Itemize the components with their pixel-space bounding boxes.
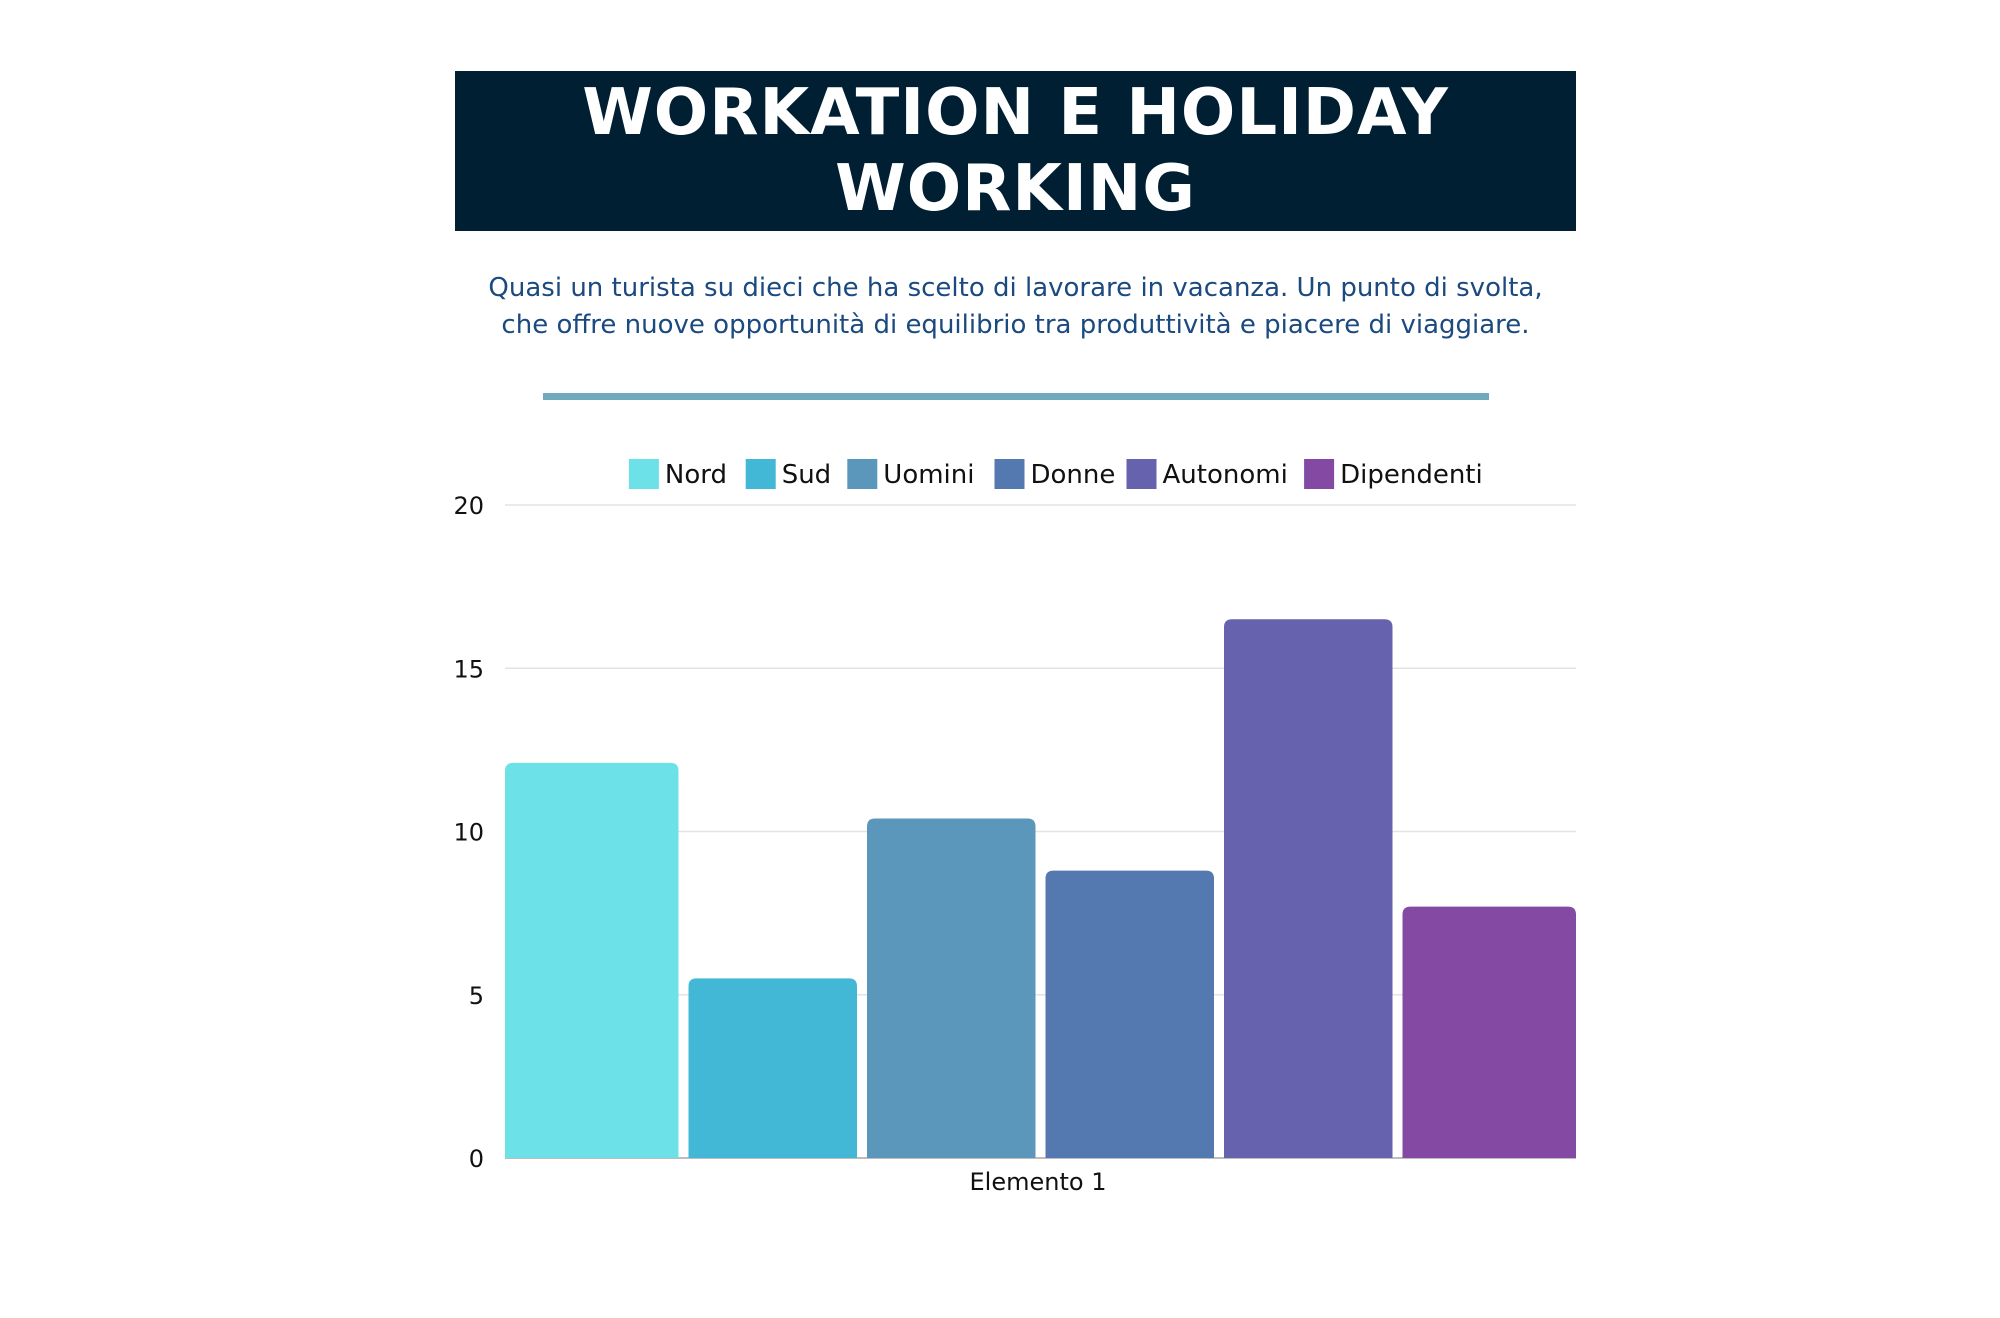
title-line-2: WORKING <box>835 152 1196 226</box>
legend-label-autonomi: Autonomi <box>1163 460 1288 490</box>
legend-label-dipendenti: Dipendenti <box>1340 460 1483 490</box>
legend-label-sud: Sud <box>782 460 832 490</box>
page-subtitle: Quasi un turista su dieci che ha scelto … <box>455 270 1576 344</box>
bar-autonomi <box>1224 619 1393 1158</box>
legend-label-donne: Donne <box>1031 460 1116 490</box>
bar-uomini <box>867 818 1036 1158</box>
title-line-1: WORKATION E HOLIDAY <box>582 76 1449 150</box>
bar-nord <box>505 762 679 1158</box>
legend-swatch-nord <box>628 459 659 489</box>
divider-line <box>543 393 1489 400</box>
legend-swatch-dipendenti <box>1304 459 1335 489</box>
bar-donne <box>1045 870 1214 1158</box>
legend-swatch-autonomi <box>1126 459 1157 489</box>
bar-sud <box>688 978 857 1158</box>
subtitle-line-2: che offre nuove opportunità di equilibri… <box>501 310 1530 340</box>
subtitle-line-1: Quasi un turista su dieci che ha scelto … <box>488 273 1543 303</box>
legend-label-uomini: Uomini <box>883 460 974 490</box>
legend-swatch-donne <box>994 459 1025 489</box>
y-tick-label: 5 <box>469 982 484 1010</box>
title-banner: WORKATION E HOLIDAY WORKING <box>455 71 1576 231</box>
y-tick-label: 20 <box>453 492 484 520</box>
bar-dipendenti <box>1402 906 1576 1158</box>
y-tick-label: 10 <box>453 819 484 847</box>
page-title: WORKATION E HOLIDAY WORKING <box>582 75 1449 227</box>
legend-swatch-uomini <box>847 459 878 489</box>
legend-label-nord: Nord <box>665 460 727 490</box>
x-category-label: Elemento 1 <box>970 1168 1107 1196</box>
legend-swatch-sud <box>745 459 776 489</box>
y-tick-label: 15 <box>453 655 484 683</box>
y-tick-label: 0 <box>469 1145 484 1173</box>
